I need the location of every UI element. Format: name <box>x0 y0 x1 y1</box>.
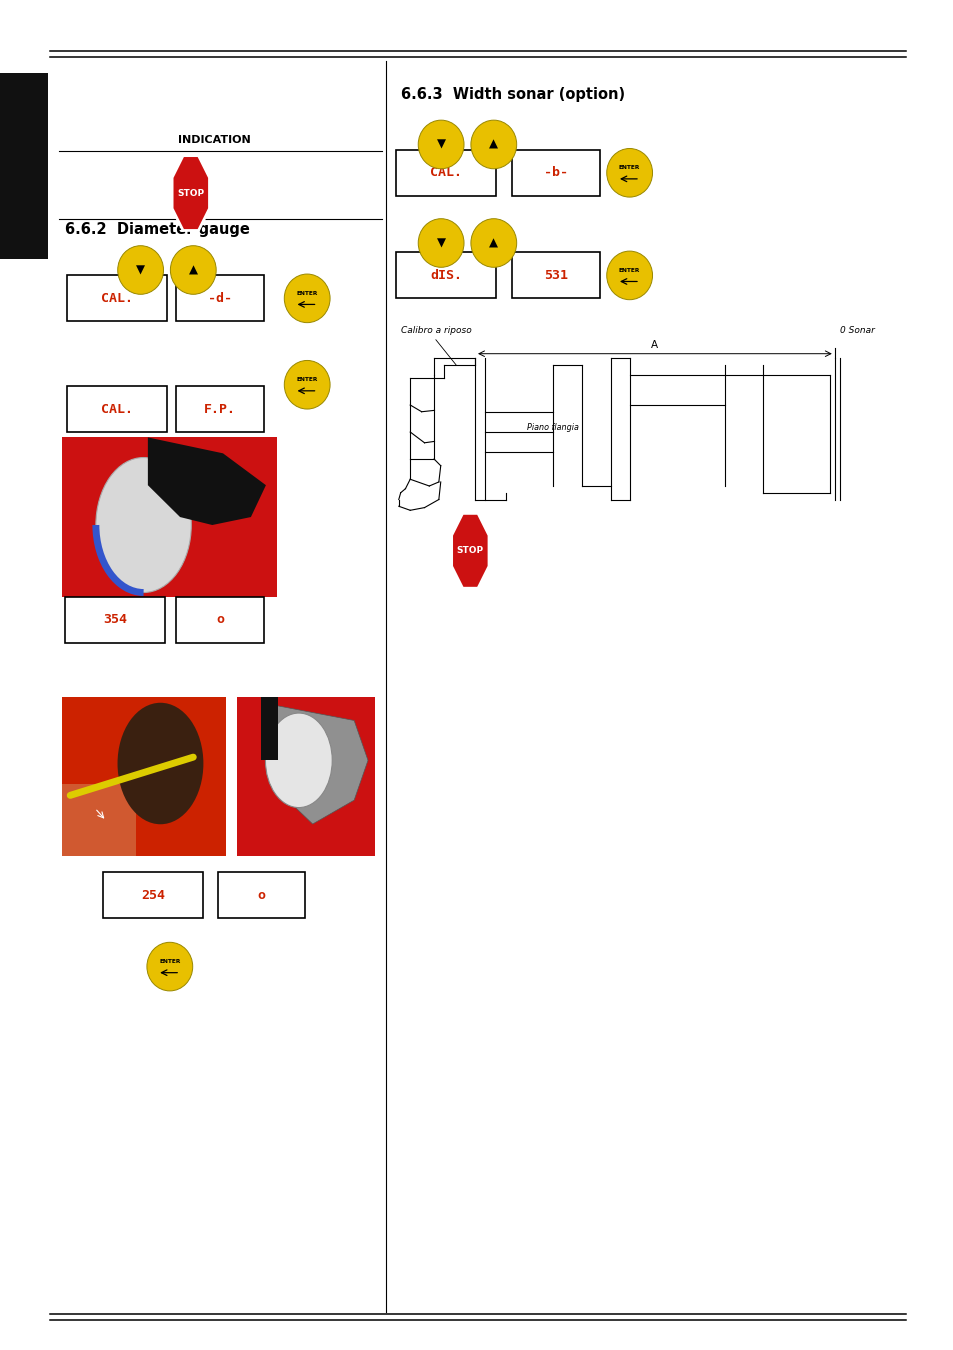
Text: -d-: -d- <box>208 292 233 305</box>
Text: A: A <box>650 340 658 350</box>
Text: ENTER: ENTER <box>618 267 639 273</box>
Ellipse shape <box>96 458 191 593</box>
Ellipse shape <box>117 703 203 825</box>
Text: ▲: ▲ <box>489 236 497 250</box>
Ellipse shape <box>417 120 463 169</box>
FancyBboxPatch shape <box>236 697 375 856</box>
FancyBboxPatch shape <box>512 252 599 298</box>
Text: o: o <box>216 613 224 626</box>
Text: ENTER: ENTER <box>296 377 317 382</box>
FancyBboxPatch shape <box>395 252 496 298</box>
Text: 354: 354 <box>103 613 127 626</box>
Ellipse shape <box>471 219 517 267</box>
FancyBboxPatch shape <box>62 437 276 597</box>
Text: -b-: -b- <box>543 166 568 180</box>
Text: 254: 254 <box>141 888 165 902</box>
FancyBboxPatch shape <box>395 150 496 196</box>
Ellipse shape <box>147 942 193 991</box>
FancyBboxPatch shape <box>65 597 165 643</box>
Polygon shape <box>271 705 368 824</box>
Text: 531: 531 <box>543 269 568 282</box>
Ellipse shape <box>417 219 463 267</box>
Text: CAL.: CAL. <box>430 166 461 180</box>
Polygon shape <box>451 513 489 589</box>
Text: INDICATION: INDICATION <box>178 135 251 146</box>
Text: ENTER: ENTER <box>618 165 639 170</box>
Text: dIS.: dIS. <box>430 269 461 282</box>
Ellipse shape <box>471 120 517 169</box>
Ellipse shape <box>606 148 652 197</box>
Text: ▼: ▼ <box>436 236 445 250</box>
FancyBboxPatch shape <box>176 386 264 432</box>
Ellipse shape <box>606 251 652 300</box>
FancyBboxPatch shape <box>0 73 48 259</box>
Text: STOP: STOP <box>456 547 483 555</box>
Text: 6.6.2  Diameter gauge: 6.6.2 Diameter gauge <box>65 221 250 238</box>
Text: ▲: ▲ <box>189 263 197 277</box>
FancyBboxPatch shape <box>62 784 135 856</box>
Text: ENTER: ENTER <box>159 958 180 964</box>
FancyBboxPatch shape <box>67 275 167 321</box>
Ellipse shape <box>284 274 330 323</box>
Ellipse shape <box>117 246 163 294</box>
Text: ▼: ▼ <box>136 263 145 277</box>
Text: Piano flangia: Piano flangia <box>527 423 578 432</box>
Text: ▲: ▲ <box>489 138 497 151</box>
FancyBboxPatch shape <box>103 872 203 918</box>
Text: o: o <box>257 888 265 902</box>
Ellipse shape <box>171 246 216 294</box>
FancyBboxPatch shape <box>176 597 264 643</box>
Text: Calibro a riposo: Calibro a riposo <box>400 325 471 335</box>
FancyBboxPatch shape <box>67 386 167 432</box>
FancyBboxPatch shape <box>512 150 599 196</box>
FancyBboxPatch shape <box>261 697 278 760</box>
Polygon shape <box>148 437 266 525</box>
Polygon shape <box>172 155 210 231</box>
Text: STOP: STOP <box>177 189 204 197</box>
Text: ▼: ▼ <box>436 138 445 151</box>
FancyBboxPatch shape <box>176 275 264 321</box>
FancyBboxPatch shape <box>62 697 226 856</box>
Ellipse shape <box>284 360 330 409</box>
Text: 0 Sonar: 0 Sonar <box>839 325 874 335</box>
Ellipse shape <box>265 713 332 807</box>
Text: 6.6.3  Width sonar (option): 6.6.3 Width sonar (option) <box>400 86 624 103</box>
Text: CAL.: CAL. <box>101 292 132 305</box>
Text: F.P.: F.P. <box>204 402 236 416</box>
FancyBboxPatch shape <box>217 872 305 918</box>
Text: ENTER: ENTER <box>296 290 317 296</box>
Text: CAL.: CAL. <box>101 402 132 416</box>
